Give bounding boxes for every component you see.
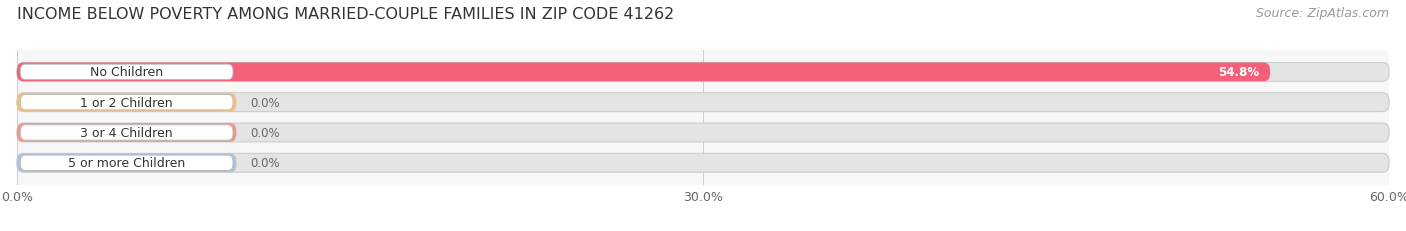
Text: Source: ZipAtlas.com: Source: ZipAtlas.com	[1256, 7, 1389, 20]
FancyBboxPatch shape	[17, 63, 1270, 82]
Text: 1 or 2 Children: 1 or 2 Children	[80, 96, 173, 109]
FancyBboxPatch shape	[17, 93, 236, 112]
FancyBboxPatch shape	[17, 124, 1389, 142]
Text: 5 or more Children: 5 or more Children	[67, 157, 186, 170]
FancyBboxPatch shape	[20, 125, 233, 141]
Text: 0.0%: 0.0%	[250, 126, 280, 139]
FancyBboxPatch shape	[17, 154, 1389, 172]
Text: INCOME BELOW POVERTY AMONG MARRIED-COUPLE FAMILIES IN ZIP CODE 41262: INCOME BELOW POVERTY AMONG MARRIED-COUPL…	[17, 7, 673, 22]
FancyBboxPatch shape	[17, 154, 236, 172]
Text: 0.0%: 0.0%	[250, 96, 280, 109]
Text: 3 or 4 Children: 3 or 4 Children	[80, 126, 173, 139]
FancyBboxPatch shape	[17, 124, 236, 142]
FancyBboxPatch shape	[20, 155, 233, 171]
FancyBboxPatch shape	[20, 95, 233, 110]
FancyBboxPatch shape	[17, 93, 1389, 112]
FancyBboxPatch shape	[20, 65, 233, 80]
FancyBboxPatch shape	[17, 63, 1389, 82]
Text: 54.8%: 54.8%	[1218, 66, 1258, 79]
Text: 0.0%: 0.0%	[250, 157, 280, 170]
Text: No Children: No Children	[90, 66, 163, 79]
